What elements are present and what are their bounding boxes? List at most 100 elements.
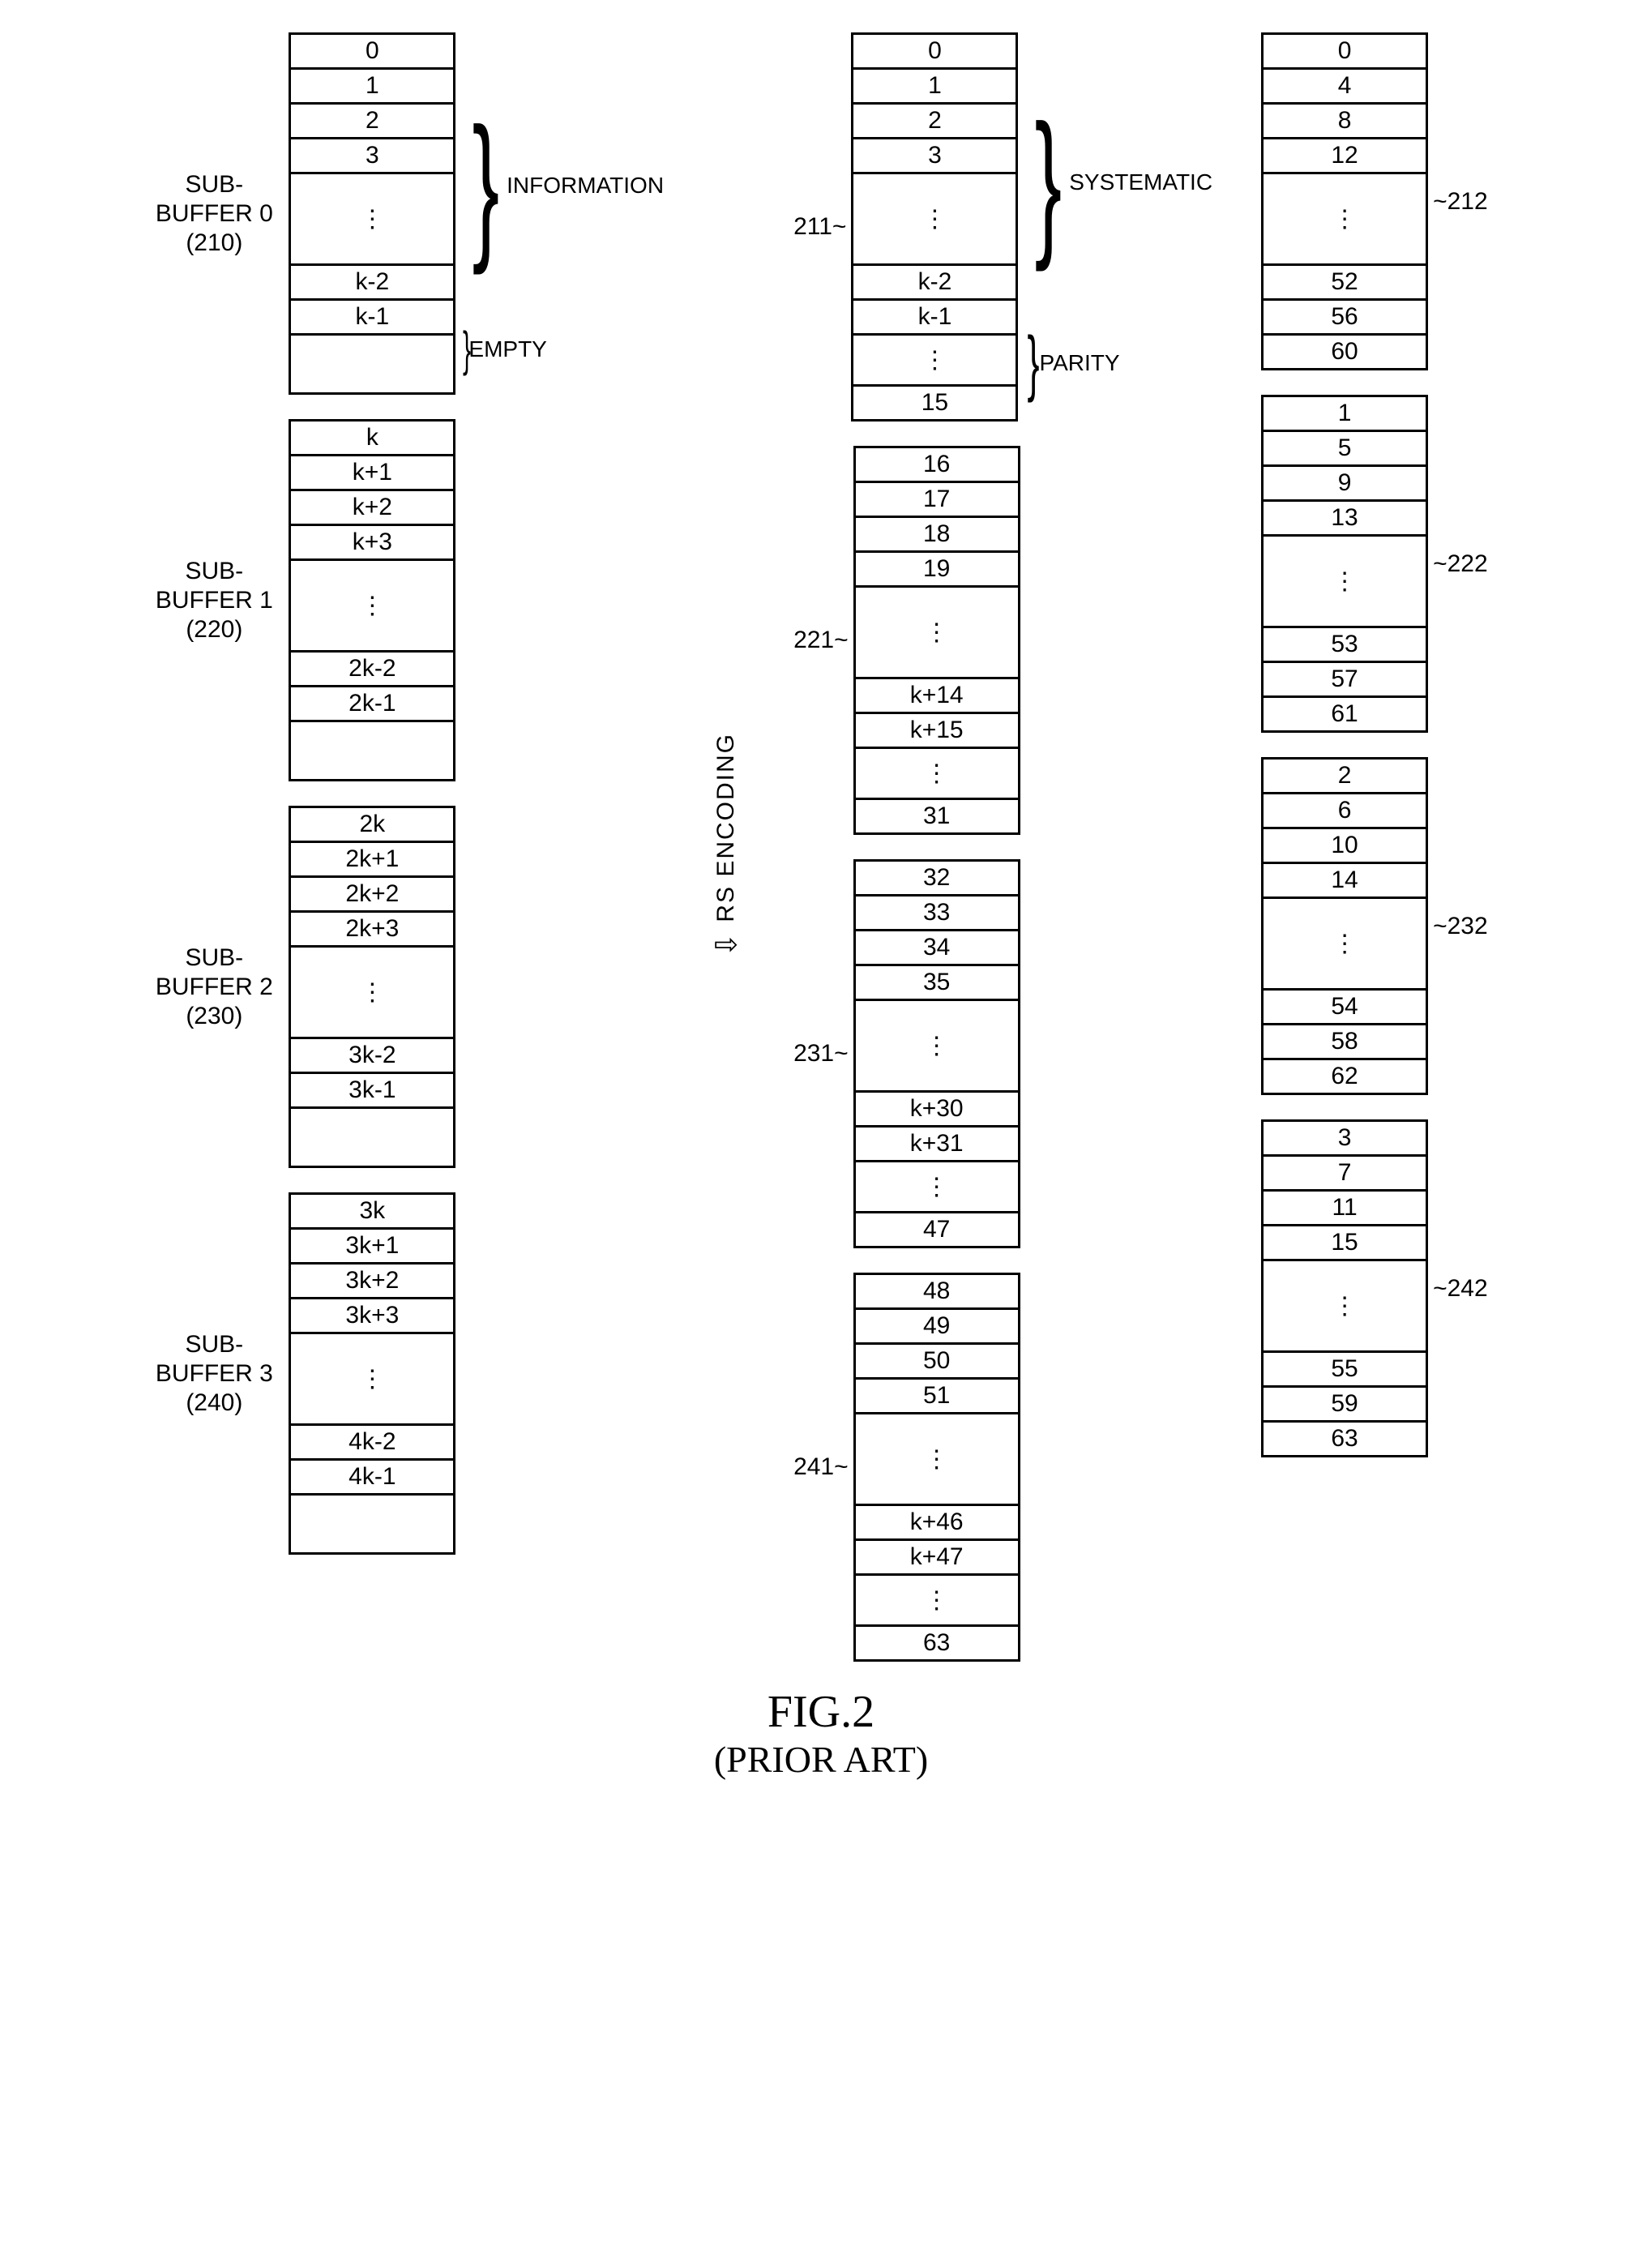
braces-info-empty: }INFORMATION}EMPTY [459,49,664,378]
buffer-cell: 17 [856,483,1018,518]
interleaved-buffer-0: 04812⋮525660~212 [1261,32,1493,370]
buffer-cell: 54 [1264,991,1426,1025]
ref-number: ~222 [1433,550,1488,578]
rs-encoding-label-group: RS ENCODING ⇨ [712,733,740,961]
buffer-stack: 48495051⋮k+46k+47⋮63 [853,1273,1020,1662]
column-input-buffers: SUB-BUFFER 0(210)0123⋮k-2k-1}INFORMATION… [149,32,664,1555]
buffer-cell: k+1 [291,456,453,491]
rs-encoding-text: RS ENCODING [712,733,740,922]
buffer-cell: 19 [856,553,1018,588]
buffer-cell: 3k-2 [291,1039,453,1074]
buffer-cell: ⋮ [856,1576,1018,1627]
buffer-cell: 62 [1264,1060,1426,1095]
buffer-cell: 6 [1264,794,1426,829]
buffer-cell: 4k-1 [291,1461,453,1496]
column-encoded: 211~0123⋮k-2k-1⋮15}SYSTEMATIC}PARITY221~… [789,32,1212,1662]
figure-title: FIG.2 [768,1686,874,1738]
ref-number: 211~ [793,213,846,241]
buffer-cell: ⋮ [853,174,1016,266]
column-interleaved: 04812⋮525660~21215913⋮535761~222261014⋮5… [1261,32,1493,1457]
buffer-cell: 2k+1 [291,843,453,878]
buffer-cell: 48 [856,1275,1018,1310]
buffer-cell: 2k+2 [291,878,453,913]
buffer-cell: 35 [856,966,1018,1001]
interleaved-buffer-3: 371115⋮555963~242 [1261,1119,1493,1457]
buffer-cell: 57 [1264,663,1426,698]
sub-buffer-label: SUB-BUFFER 1(220) [149,557,279,644]
buffer-cell: 4 [1264,70,1426,105]
buffer-cell: 15 [853,387,1016,422]
buffer-cell: k+30 [856,1093,1018,1128]
buffer-cell: 11 [1264,1192,1426,1226]
ref-number: 221~ [793,627,849,654]
buffer-cell: ⋮ [856,1001,1018,1093]
buffer-cell: ⋮ [856,1414,1018,1506]
buffer-cell: k-1 [853,301,1016,336]
buffer-cell: 3 [291,139,453,174]
encoded-buffer-2: 231~32333435⋮k+30k+31⋮47 [789,859,1212,1248]
buffer-cell: 1 [1264,397,1426,432]
arrow-icon: ⇨ [714,927,738,961]
buffer-cell: 55 [1264,1353,1426,1388]
buffer-cell: 10 [1264,829,1426,864]
buffer-cell: 2 [291,105,453,139]
buffer-cell: 0 [1264,35,1426,70]
buffer-cell: 33 [856,897,1018,931]
buffer-stack: 16171819⋮k+14k+15⋮31 [853,446,1020,835]
sub-buffer-0: SUB-BUFFER 0(210)0123⋮k-2k-1}INFORMATION… [149,32,664,395]
buffer-cell: 2k+3 [291,913,453,948]
buffer-cell: 1 [291,70,453,105]
ref-number: ~242 [1433,1275,1488,1303]
buffer-cell: k-2 [853,266,1016,301]
encoded-buffer-0: 211~0123⋮k-2k-1⋮15}SYSTEMATIC}PARITY [789,32,1212,422]
buffer-cell: ⋮ [291,948,453,1039]
buffer-cell: k+2 [291,491,453,526]
buffer-cell: ⋮ [1264,174,1426,266]
buffer-cell: ⋮ [291,561,453,653]
sub-buffer-2: SUB-BUFFER 2(230)2k2k+12k+22k+3⋮3k-23k-1 [149,806,664,1168]
ref-number: ~232 [1433,913,1488,940]
buffer-cell: 4k-2 [291,1426,453,1461]
buffer-cell: ⋮ [1264,1261,1426,1353]
buffer-cell: 61 [1264,698,1426,733]
buffer-empty-cell [291,1109,453,1168]
buffer-cell: ⋮ [291,1334,453,1426]
sub-buffer-1: SUB-BUFFER 1(220)kk+1k+2k+3⋮2k-22k-1 [149,419,664,781]
buffer-cell: 1 [853,70,1016,105]
buffer-cell: ⋮ [856,588,1018,679]
buffer-cell: 51 [856,1380,1018,1414]
buffer-cell: 2k-1 [291,687,453,722]
buffer-stack: 15913⋮535761 [1261,395,1428,733]
buffer-cell: 3k+3 [291,1299,453,1334]
encoded-buffer-1: 221~16171819⋮k+14k+15⋮31 [789,446,1212,835]
buffer-cell: 12 [1264,139,1426,174]
buffer-cell: 0 [853,35,1016,70]
buffer-cell: ⋮ [856,1162,1018,1213]
buffer-cell: 3k+2 [291,1265,453,1299]
sub-buffer-label: SUB-BUFFER 0(210) [149,170,279,258]
buffer-cell: k+31 [856,1128,1018,1162]
buffer-cell: 2 [853,105,1016,139]
buffer-stack: 32333435⋮k+30k+31⋮47 [853,859,1020,1248]
buffer-cell: 58 [1264,1025,1426,1060]
buffer-empty-cell [291,336,453,395]
buffer-cell: 18 [856,518,1018,553]
buffer-cell: 3k-1 [291,1074,453,1109]
buffer-cell: 34 [856,931,1018,966]
buffer-cell: 14 [1264,864,1426,899]
buffer-cell: 3 [853,139,1016,174]
buffer-cell: 53 [1264,628,1426,663]
interleaved-buffer-1: 15913⋮535761~222 [1261,395,1493,733]
buffer-cell: k+14 [856,679,1018,714]
buffer-cell: 63 [1264,1423,1426,1457]
braces-sys-parity: }SYSTEMATIC}PARITY [1021,47,1212,408]
buffer-cell: 2k-2 [291,653,453,687]
buffer-cell: 63 [856,1627,1018,1662]
buffer-cell: 52 [1264,266,1426,301]
buffer-stack: 04812⋮525660 [1261,32,1428,370]
interleaved-buffer-2: 261014⋮545862~232 [1261,757,1493,1095]
buffer-cell: 56 [1264,301,1426,336]
buffer-cell: 9 [1264,467,1426,502]
buffer-cell: 5 [1264,432,1426,467]
ref-number: 231~ [793,1040,849,1068]
